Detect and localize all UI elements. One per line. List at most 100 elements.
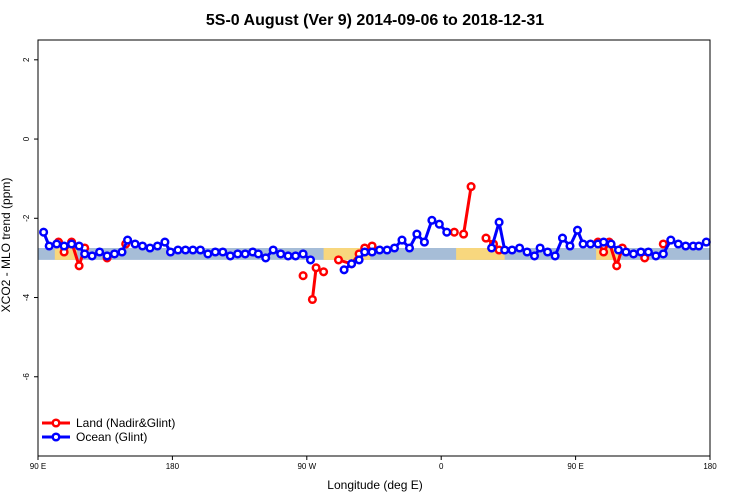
series-1-point: [305, 255, 316, 265]
series-1-point: [487, 243, 497, 253]
series-1-point: [442, 227, 452, 237]
series-1-point: [404, 243, 415, 253]
series-1-point: [565, 241, 575, 251]
x-tick-label: 90 E: [30, 462, 46, 471]
series-0-point: [307, 294, 317, 305]
y-tick-label: -6: [22, 373, 31, 381]
land-region-2: [456, 248, 505, 260]
series-0-point: [612, 261, 622, 271]
legend-label: Ocean (Glint): [76, 430, 147, 444]
series-0-point: [333, 255, 344, 265]
series-1-point: [276, 249, 286, 259]
series-1-point: [681, 241, 691, 251]
y-tick-label: -4: [22, 293, 31, 301]
series-0-point: [481, 233, 491, 243]
series-0-point: [459, 229, 469, 239]
series-1-point: [109, 249, 120, 259]
series-1-point: [188, 245, 198, 255]
series-1-point: [59, 241, 69, 251]
y-axis-label: XCO2 - MLO trend (ppm): [0, 178, 13, 313]
series-1-point: [347, 259, 357, 269]
series-1-point: [543, 247, 553, 257]
series-0-point: [466, 182, 476, 192]
series-1-point: [701, 237, 711, 247]
series-1-point: [102, 251, 112, 261]
series-1-point: [80, 249, 90, 259]
series-1-point: [382, 245, 392, 255]
series-1-point: [283, 251, 293, 261]
series-1-point: [599, 237, 609, 247]
series-1-point: [44, 241, 54, 251]
series-1-point: [298, 249, 308, 259]
series-1-point: [180, 245, 191, 255]
series-1-point: [673, 239, 683, 249]
series-1-point: [529, 251, 540, 261]
x-tick-label: 0: [439, 462, 444, 471]
series-1-point: [367, 247, 377, 257]
series-1-point: [95, 247, 105, 257]
series-1-point: [434, 219, 444, 229]
x-tick-label: 90 E: [567, 462, 583, 471]
series-1-point: [578, 239, 588, 249]
series-1-point: [195, 245, 205, 255]
series-1-point: [218, 247, 228, 257]
series-1-point: [419, 237, 429, 247]
series-1-point: [694, 241, 704, 251]
series-1-point: [628, 249, 639, 259]
series-1-point: [515, 243, 525, 253]
series-1-point: [613, 245, 624, 255]
series-1-point: [507, 245, 517, 255]
series-1-point: [253, 249, 263, 259]
legend-marker: [51, 418, 61, 428]
series-1-point: [494, 217, 504, 227]
series-1-point: [233, 249, 243, 259]
series-1-point: [585, 239, 596, 249]
series-0-point: [658, 239, 668, 249]
series-1-point: [522, 247, 532, 257]
series-1-point: [173, 245, 183, 255]
series-0: [53, 182, 668, 305]
x-tick-label: 180: [166, 462, 180, 471]
series-1-point: [651, 251, 661, 261]
series-1-point: [360, 247, 370, 257]
series-1-point: [572, 225, 583, 235]
series-1-point: [87, 251, 97, 261]
legend-label: Land (Nadir&Glint): [76, 416, 175, 430]
legend: Land (Nadir&Glint)Ocean (Glint): [42, 416, 175, 444]
series-1-point: [137, 241, 148, 251]
series-1-point: [130, 239, 140, 249]
y-tick-label: 2: [22, 57, 31, 62]
series-1-point: [397, 235, 407, 245]
series-1-point: [52, 239, 62, 249]
series-0-point: [298, 271, 308, 281]
land-region-3: [596, 248, 621, 260]
series-1-point: [535, 243, 545, 253]
legend-marker: [51, 432, 61, 442]
series-1-point: [261, 253, 271, 263]
series-1-point: [291, 251, 301, 261]
series-1-point: [39, 227, 49, 237]
series-1-point: [658, 249, 668, 259]
series-1-point: [117, 247, 127, 257]
series-1-point: [666, 235, 676, 245]
series-1-point: [389, 243, 400, 253]
series-0-point: [449, 227, 459, 237]
series-1-point: [606, 239, 616, 249]
series-1-point: [268, 245, 278, 255]
series-0-point: [319, 267, 329, 277]
y-tick-label: -2: [22, 214, 31, 222]
series-0-point: [311, 263, 321, 273]
series-1-point: [643, 247, 653, 257]
series-1-point: [557, 233, 568, 243]
series-1-point: [74, 241, 84, 251]
series-1-point: [67, 239, 77, 249]
series-1-point: [165, 247, 176, 257]
series-1-point: [152, 241, 163, 251]
series-1-point: [500, 245, 510, 255]
series-0-point: [599, 247, 609, 257]
y-tick-label: 0: [22, 136, 31, 141]
series-1-point: [354, 255, 364, 265]
series-1-point: [123, 235, 133, 245]
